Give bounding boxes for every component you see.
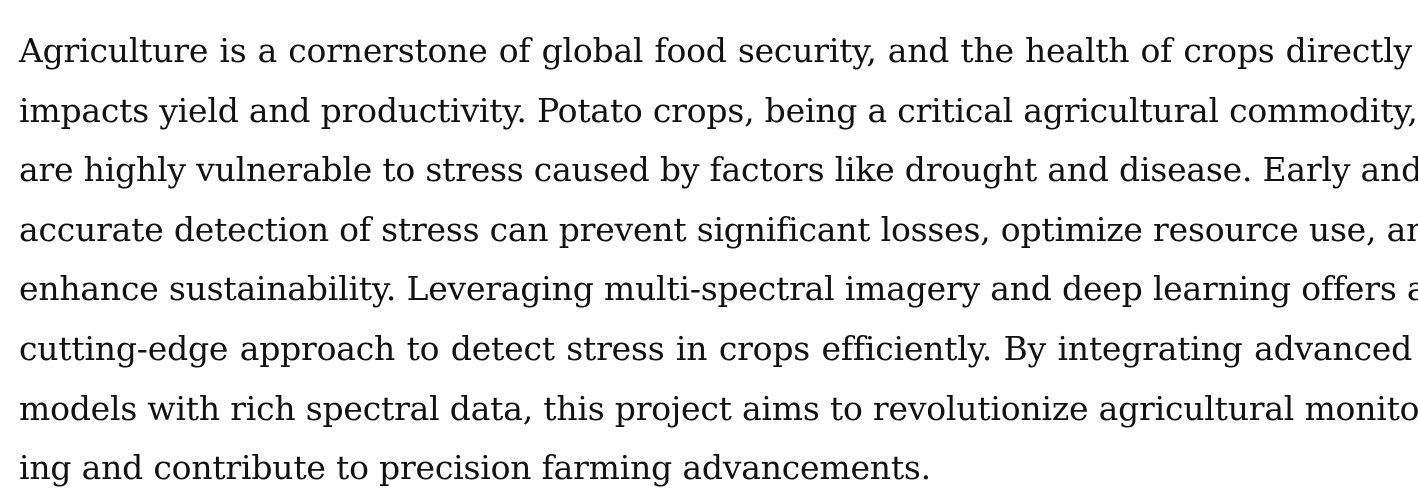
paragraph-line: are highly vulnerable to stress caused b… [19, 150, 1418, 190]
paragraph-line: impacts yield and productivity. Potato c… [19, 90, 1418, 130]
paragraph-line: enhance sustainability. Leveraging multi… [19, 269, 1418, 309]
paragraph-line: ing and contribute to precision farming … [19, 448, 931, 488]
document-paragraph: Agriculture is a cornerstone of global f… [19, 21, 1418, 498]
paragraph-line: cutting-edge approach to detect stress i… [19, 328, 1412, 368]
paragraph-line: accurate detection of stress can prevent… [19, 209, 1418, 249]
paragraph-line: models with rich spectral data, this pro… [19, 388, 1418, 428]
paragraph-line: Agriculture is a cornerstone of global f… [19, 31, 1412, 70]
